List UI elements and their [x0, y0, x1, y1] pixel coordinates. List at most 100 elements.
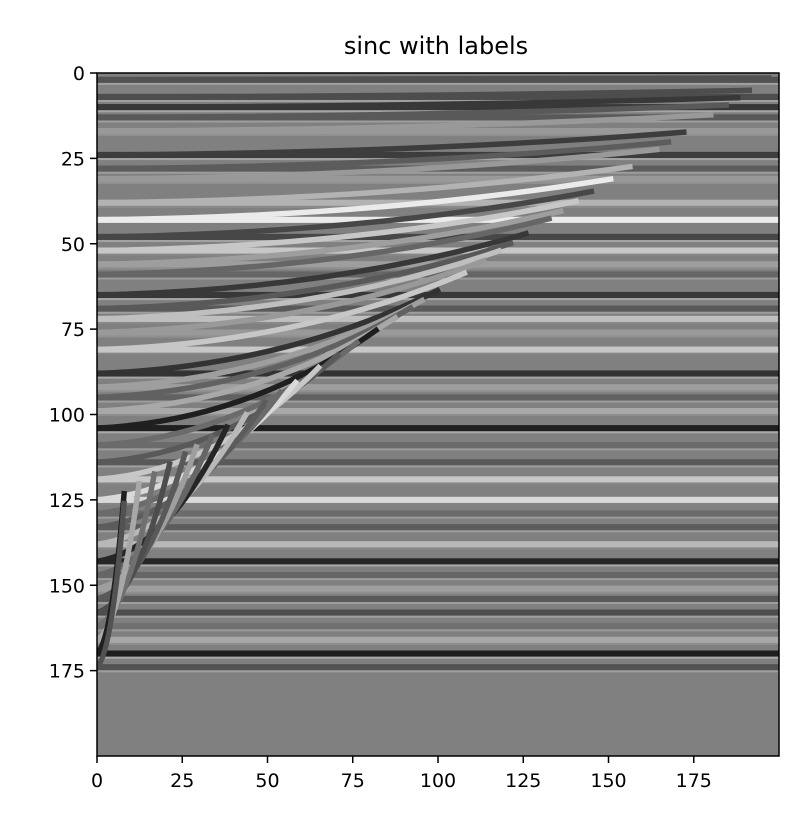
y-tick-label: 25	[61, 148, 85, 170]
reflector-band-side	[97, 376, 779, 379]
reflector-band	[97, 127, 779, 135]
reflector-band	[97, 247, 779, 254]
plot-area	[96, 72, 780, 757]
reflector-band	[97, 571, 779, 579]
reflector-band-side	[97, 431, 779, 434]
x-tick-label: 50	[255, 770, 279, 792]
reflector-band-side	[97, 400, 779, 403]
reflector-band-side	[97, 615, 779, 618]
reflector-band	[97, 384, 779, 391]
diffraction-arc	[97, 146, 660, 182]
reflector-band	[97, 558, 779, 565]
diffraction-arc	[97, 87, 753, 100]
x-tick-label: 100	[420, 770, 456, 792]
x-axis: 0 25 50 75 100 125 150 175	[91, 756, 712, 792]
reflector-band	[97, 346, 779, 353]
reflector-band-side	[97, 601, 779, 605]
reflector-band-side	[97, 181, 779, 184]
reflector-band-side	[97, 120, 779, 123]
diffraction-arc	[97, 75, 772, 83]
reflector-band-side	[97, 564, 779, 567]
chart-title: sinc with labels	[344, 32, 528, 60]
reflector-band	[97, 329, 779, 336]
diffraction-arc	[97, 188, 595, 240]
reflector-band	[97, 595, 779, 602]
diffraction-arc	[97, 139, 672, 172]
diffraction-arc	[97, 269, 468, 353]
diffraction-arc	[97, 198, 580, 254]
reflector-band-side	[97, 448, 779, 451]
y-tick-label: 50	[61, 234, 85, 256]
reflector-band-side	[97, 205, 779, 208]
reflector-band	[97, 524, 779, 531]
diffraction-arc	[97, 286, 442, 377]
reflector-band-side	[97, 482, 779, 485]
reflector-band-side	[97, 321, 779, 325]
reflector-band-side	[97, 352, 779, 355]
x-tick-label: 175	[676, 770, 712, 792]
reflector-band-side	[97, 134, 779, 137]
reflector-band	[97, 305, 779, 312]
reflector-band-side	[97, 530, 779, 533]
reflector-band-side	[97, 642, 779, 646]
x-tick-label: 75	[341, 770, 365, 792]
diffraction-arc	[97, 102, 730, 121]
reflector-band-side	[97, 414, 779, 417]
reflector-band-side	[97, 578, 779, 581]
y-tick-label: 175	[49, 661, 85, 683]
reflector-band-side	[97, 547, 779, 550]
reflector-band	[97, 664, 779, 671]
reflector-band-side	[97, 465, 779, 468]
reflector-band	[97, 425, 779, 432]
reflector-band	[97, 104, 779, 111]
reflector-band-side	[97, 591, 779, 594]
diffraction-arc	[97, 176, 614, 223]
x-tick-label: 125	[505, 770, 541, 792]
reflector-band	[97, 609, 779, 616]
diffraction-arc	[97, 163, 633, 206]
reflector-band	[97, 291, 779, 299]
reflector-band	[97, 114, 779, 121]
diffraction-arc	[97, 470, 158, 629]
reflector-band-side	[97, 298, 779, 301]
diffraction-arc	[97, 240, 514, 312]
diffraction-arc	[97, 480, 143, 643]
reflector-band	[97, 216, 779, 223]
reflector-band-side	[97, 516, 779, 519]
diffraction-arc	[97, 129, 687, 158]
reflector-band	[97, 459, 779, 466]
reflector-band	[97, 315, 779, 322]
reflector-band	[97, 442, 779, 449]
reflector-band-side	[97, 502, 779, 505]
x-tick-label: 25	[170, 770, 194, 792]
diffraction-arc	[97, 500, 128, 670]
diffraction-arc	[97, 230, 530, 298]
y-tick-label: 100	[49, 405, 85, 427]
x-tick-label: 0	[91, 770, 103, 792]
y-axis: 0 25 50 75 100 125 150 175	[49, 63, 97, 683]
reflector-band	[97, 510, 779, 517]
reflector-band-side	[97, 656, 779, 659]
reflector-band-side	[97, 82, 779, 85]
reflector-band	[97, 650, 779, 657]
reflector-band-side	[97, 335, 779, 338]
reflector-band	[97, 476, 779, 483]
y-tick-label: 0	[73, 63, 85, 85]
reflector-band	[97, 175, 779, 182]
y-tick-label: 150	[49, 575, 85, 597]
reflector-band-side	[97, 390, 779, 393]
reflector-band-side	[97, 99, 779, 103]
diffraction-arc	[97, 208, 564, 267]
reflector-band	[97, 636, 779, 643]
diffraction-arc	[97, 94, 741, 110]
y-tick-label: 75	[61, 319, 85, 341]
reflector-band	[97, 151, 779, 159]
reflector-band	[97, 370, 779, 377]
diffraction-arc	[97, 257, 488, 336]
reflector-band	[97, 408, 779, 415]
x-tick-label: 150	[590, 770, 626, 792]
reflector-band	[97, 585, 779, 592]
reflector-band	[97, 623, 779, 630]
reflector-band	[97, 496, 779, 503]
